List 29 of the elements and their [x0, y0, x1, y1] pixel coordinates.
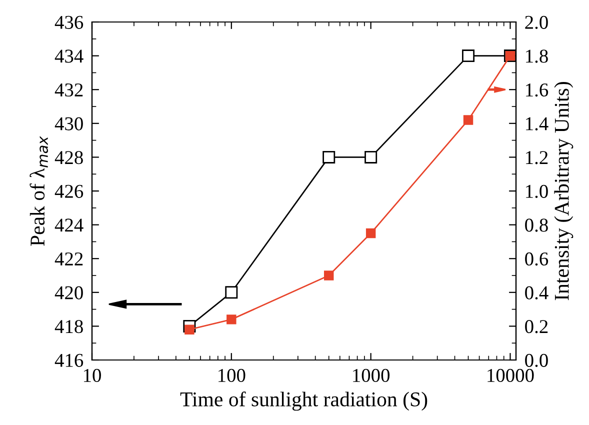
y2-tick-label: 0.0 — [525, 354, 548, 368]
y2-tick-label: 0.8 — [525, 218, 548, 232]
y-tick-label: 434 — [54, 50, 84, 63]
y2-axis-title: Intensity (Arbitrary Units) — [554, 82, 574, 300]
x-tick-label: 10 — [84, 368, 101, 382]
y-tick-label: 430 — [54, 117, 83, 130]
y-axis-title: Peak of λ$_{max}$ — [30, 136, 48, 246]
x-tick-label: 10000 — [488, 368, 534, 382]
x-tick-label: 1000 — [353, 368, 390, 382]
x-tick-label: 100 — [218, 368, 246, 382]
y2-tick-label: 1.4 — [526, 117, 548, 130]
y-tick-label: 432 — [54, 83, 83, 97]
y-tick-label: 422 — [54, 252, 83, 266]
y2-tick-label: 1.6 — [526, 83, 548, 97]
y2-tick-label: 2.0 — [525, 16, 548, 30]
y2-tick-label: 0.2 — [525, 320, 548, 334]
y-tick-label: 436 — [54, 16, 84, 29]
y2-tick-label: 0.6 — [525, 252, 548, 266]
y-tick-label: 428 — [54, 151, 83, 164]
y2-tick-label: 1.2 — [526, 151, 548, 164]
y-tick-label: 420 — [54, 286, 83, 300]
y-tick-label: 424 — [54, 218, 84, 232]
y2-tick-label: 1.8 — [526, 50, 548, 63]
y-tick-label: 426 — [54, 184, 84, 198]
y2-tick-label: 1.0 — [526, 184, 548, 198]
y-tick-label: 416 — [54, 354, 84, 367]
y-tick-label: 418 — [54, 320, 83, 334]
x-axis-title: Time of sunlight radiation (S) — [180, 392, 428, 411]
y2-tick-label: 0.4 — [525, 286, 548, 300]
